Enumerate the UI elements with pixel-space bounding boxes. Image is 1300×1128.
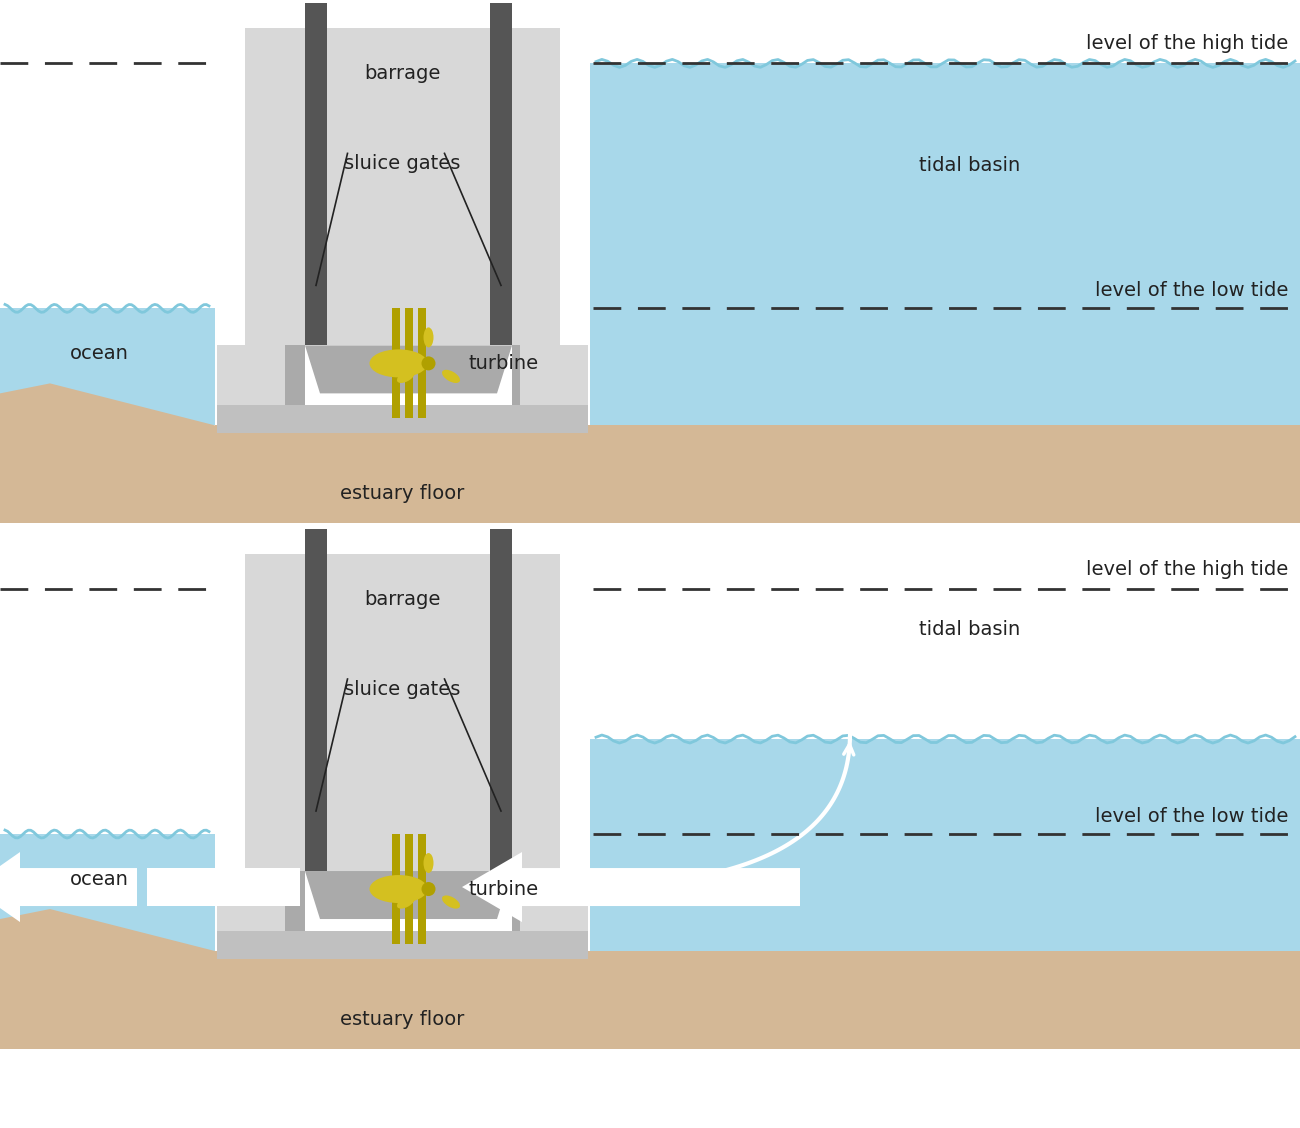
Text: level of the high tide: level of the high tide: [1086, 34, 1288, 53]
Text: ocean: ocean: [70, 344, 129, 363]
Bar: [244, 554, 285, 931]
Bar: [490, 525, 512, 871]
Bar: [391, 308, 399, 418]
Polygon shape: [0, 834, 214, 951]
Bar: [520, 871, 588, 931]
Bar: [285, 834, 306, 931]
Text: level of the high tide: level of the high tide: [1086, 559, 1288, 579]
Bar: [512, 871, 520, 931]
Polygon shape: [590, 63, 1300, 425]
Text: sluice gates: sluice gates: [344, 153, 460, 173]
Polygon shape: [590, 425, 1300, 523]
Bar: [512, 345, 520, 405]
Bar: [490, 0, 512, 345]
FancyArrow shape: [462, 852, 800, 922]
Text: Image ID: HRNNA6: Image ID: HRNNA6: [1153, 1073, 1271, 1085]
Ellipse shape: [396, 896, 415, 909]
Bar: [217, 931, 588, 959]
Polygon shape: [0, 308, 214, 425]
Bar: [217, 871, 285, 931]
Ellipse shape: [424, 853, 433, 873]
Bar: [306, 0, 328, 345]
Text: estuary floor: estuary floor: [341, 1010, 464, 1029]
Bar: [417, 308, 425, 418]
Bar: [285, 308, 306, 405]
Text: sluice gates: sluice gates: [344, 679, 460, 698]
Bar: [285, 554, 520, 871]
Text: level of the low tide: level of the low tide: [1095, 281, 1288, 300]
Polygon shape: [306, 345, 512, 394]
Bar: [520, 28, 560, 405]
Text: barrage: barrage: [364, 590, 441, 608]
Ellipse shape: [424, 327, 433, 347]
Polygon shape: [590, 739, 1300, 951]
Text: turbine: turbine: [468, 354, 538, 373]
Bar: [391, 834, 399, 944]
Text: level of the low tide: level of the low tide: [1095, 807, 1288, 826]
Bar: [512, 63, 520, 405]
Bar: [520, 345, 588, 405]
Ellipse shape: [396, 370, 415, 384]
Text: tidal basin: tidal basin: [919, 157, 1020, 175]
Bar: [214, 951, 590, 1049]
Polygon shape: [590, 951, 1300, 1049]
Text: turbine: turbine: [468, 880, 538, 899]
Text: estuary floor: estuary floor: [341, 484, 464, 503]
Bar: [217, 405, 588, 433]
Text: www.alamy.com: www.alamy.com: [1170, 1099, 1271, 1112]
Bar: [404, 308, 412, 418]
Text: alamy: alamy: [29, 1075, 130, 1105]
Text: tidal basin: tidal basin: [919, 619, 1020, 638]
Polygon shape: [306, 871, 512, 919]
Polygon shape: [0, 384, 214, 523]
Bar: [285, 28, 520, 345]
Bar: [306, 525, 328, 871]
Bar: [214, 425, 590, 523]
Bar: [217, 345, 285, 405]
Bar: [244, 28, 285, 405]
Ellipse shape: [442, 896, 460, 909]
Polygon shape: [320, 871, 497, 919]
Text: barrage: barrage: [364, 64, 441, 82]
Circle shape: [421, 882, 436, 896]
Text: ocean: ocean: [70, 870, 129, 889]
FancyArrow shape: [0, 852, 136, 922]
Bar: [285, 345, 306, 405]
Circle shape: [421, 356, 436, 370]
Bar: [417, 834, 425, 944]
Ellipse shape: [442, 370, 460, 384]
FancyArrow shape: [147, 869, 300, 906]
Bar: [520, 554, 560, 931]
Bar: [404, 834, 412, 944]
Bar: [512, 739, 520, 931]
Ellipse shape: [369, 350, 428, 378]
Bar: [285, 871, 306, 931]
Polygon shape: [0, 909, 214, 1049]
Ellipse shape: [369, 875, 428, 904]
